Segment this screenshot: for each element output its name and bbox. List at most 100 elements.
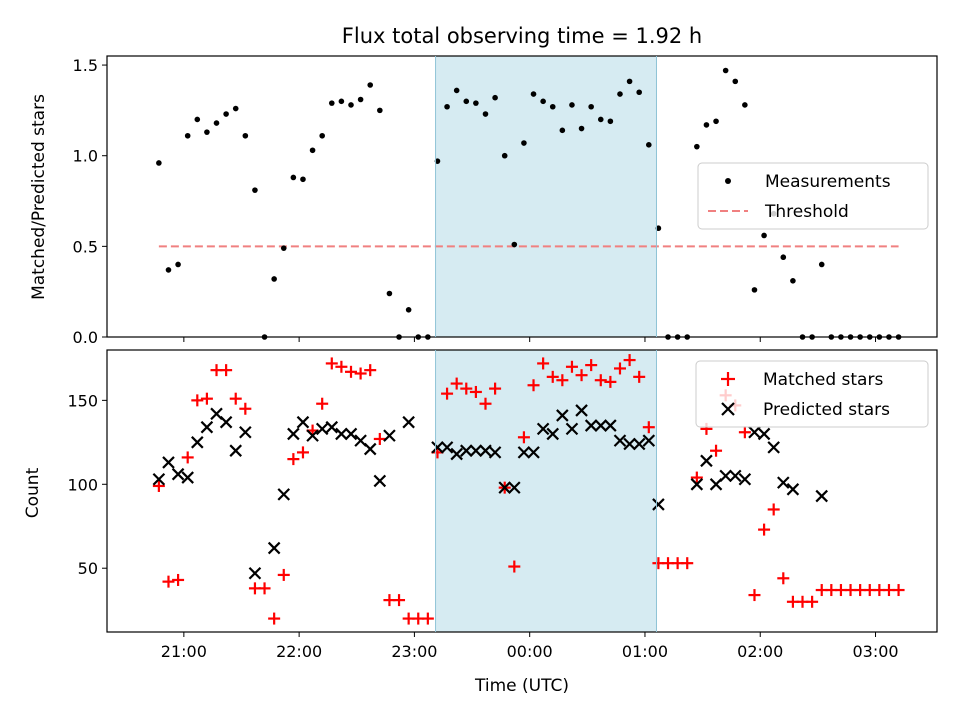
measurement-point (156, 160, 162, 166)
measurement-point (444, 103, 450, 110)
predicted-stars-point (325, 420, 339, 434)
predicted-stars-point (440, 441, 454, 454)
matched-stars-point (546, 370, 559, 383)
measurement-point (655, 225, 662, 232)
measurement-point (617, 91, 623, 97)
measurement-point (242, 132, 249, 139)
measurement-point (252, 187, 258, 193)
x-axis-label: Time (UTC) (474, 676, 569, 696)
predicted-stars-point (267, 541, 281, 555)
measurement-point (223, 111, 229, 117)
predicted-stars-point (719, 469, 732, 483)
measurement-point (588, 103, 594, 110)
top-y-axis-label: Matched/Predicted stars (29, 94, 49, 300)
predicted-stars-point (488, 446, 502, 459)
predicted-stars-point (373, 474, 387, 488)
measurement-point (511, 241, 518, 248)
matched-stars-point (748, 589, 761, 602)
predicted-stars-legend-label: Predicted stars (763, 400, 890, 420)
x-tick-label: 22:00 (276, 642, 322, 661)
measurement-point (377, 107, 383, 114)
y-tick-label: 1.0 (73, 147, 98, 166)
measurement-point (751, 287, 758, 293)
matched-stars-point (191, 394, 204, 407)
predicted-stars-point (556, 409, 569, 422)
measurement-point (165, 267, 172, 273)
matched-stars-point (460, 382, 473, 395)
measurements-legend-marker (725, 178, 731, 184)
bottom-x-axis: 21:00 22:00 23:00 00:00 01:00 02:00 03:00 (161, 632, 899, 661)
predicted-stars-point (738, 472, 752, 486)
measurement-point (338, 98, 345, 105)
measurement-point (694, 143, 700, 150)
matched-stars-point (287, 453, 300, 466)
matched-stars-point (806, 595, 819, 608)
predicted-stars-point (700, 454, 713, 468)
predicted-stars-point (690, 478, 704, 491)
top-y-axis: 0.0 0.5 1.0 1.5 (73, 56, 107, 347)
predicted-stars-point (363, 442, 377, 456)
observing-window-span (435, 350, 657, 632)
x-tick-label: 00:00 (507, 642, 553, 661)
predicted-stars-point (652, 498, 665, 511)
predicted-stars-point (527, 446, 540, 459)
matched-stars-point (556, 374, 569, 387)
predicted-stars-point (296, 415, 310, 429)
predicted-stars-point (315, 422, 329, 436)
predicted-stars-legend-marker (721, 402, 735, 416)
measurement-point (492, 94, 498, 101)
matched-stars-point (892, 584, 905, 597)
predicted-stars-point (777, 476, 790, 489)
measurement-point (790, 278, 796, 284)
predicted-stars-point (248, 566, 262, 580)
bottom-panel: 50 100 150 21:00 22:00 23:00 00:00 01:00 02:00 0… (23, 349, 938, 696)
x-tick-label: 03:00 (852, 642, 898, 661)
top-x-axis-ticks (183, 337, 877, 342)
measurement-point (204, 129, 210, 135)
measurement-point (194, 116, 201, 123)
threshold-legend-label: Threshold (764, 202, 849, 222)
measurement-point (722, 67, 729, 74)
measurement-point (530, 91, 537, 97)
measurement-point (482, 111, 489, 117)
predicted-stars-point (431, 441, 444, 454)
matched-stars-point (200, 392, 213, 405)
predicted-stars-point (335, 427, 348, 441)
measurement-point (607, 118, 614, 125)
predicted-stars-point (191, 436, 204, 449)
measurement-point (280, 245, 287, 251)
matched-stars-point (489, 382, 502, 395)
predicted-stars-point (632, 437, 646, 451)
chart-title: Flux total observing time = 1.92 h (342, 24, 702, 48)
measurement-point (463, 98, 470, 105)
matched-stars-point (220, 364, 233, 377)
predicted-stars-point (181, 471, 194, 484)
matched-stars-point (421, 612, 434, 625)
matched-stars-point (508, 560, 521, 573)
x-tick-label: 21:00 (161, 642, 207, 661)
matched-stars-point (450, 377, 463, 390)
measurement-point (290, 174, 297, 181)
matched-stars-point (681, 557, 694, 570)
measurement-point (636, 89, 642, 96)
measurement-point (501, 152, 508, 159)
y-tick-label: 100 (67, 475, 98, 494)
bottom-legend: Matched stars Predicted stars (695, 360, 929, 428)
predicted-stars-point (229, 444, 243, 457)
measurement-point (232, 105, 239, 112)
matched-stars-point (767, 503, 780, 516)
bottom-plot-frame (106, 349, 938, 633)
measurement-point (521, 140, 527, 146)
measurement-point (319, 132, 325, 139)
predicted-stars-point (757, 427, 771, 441)
predicted-stars-point (642, 434, 656, 447)
measurement-point (597, 116, 604, 123)
matched-stars-point (393, 594, 406, 607)
measurements-legend-label: Measurements (765, 172, 891, 192)
matched-stars-point (373, 432, 386, 445)
matched-stars-legend-label: Matched stars (763, 370, 883, 390)
predicted-stars-point (277, 488, 291, 501)
predicted-stars-point (748, 425, 761, 439)
measurement-point (473, 100, 479, 106)
measurement-point (184, 132, 191, 139)
